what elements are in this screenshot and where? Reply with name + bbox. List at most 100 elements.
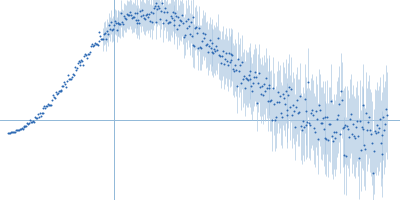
Point xyxy=(336,102,342,105)
Point xyxy=(50,93,56,97)
Point xyxy=(372,130,378,133)
Point xyxy=(340,154,347,157)
Point xyxy=(173,15,180,18)
Point xyxy=(105,32,111,35)
Point xyxy=(326,122,332,125)
Point xyxy=(152,1,159,4)
Point xyxy=(329,135,335,138)
Point xyxy=(244,78,250,81)
Point xyxy=(204,42,210,45)
Point xyxy=(301,97,308,100)
Point xyxy=(282,89,289,93)
Point xyxy=(110,24,117,27)
Point xyxy=(163,18,169,21)
Point xyxy=(127,10,133,13)
Point xyxy=(347,117,353,120)
Point xyxy=(90,43,97,46)
Point xyxy=(354,134,361,137)
Point xyxy=(188,34,195,37)
Point xyxy=(12,130,18,133)
Point xyxy=(7,131,14,134)
Point xyxy=(44,104,50,108)
Point xyxy=(197,46,203,49)
Point xyxy=(85,53,91,56)
Point xyxy=(230,67,236,70)
Point xyxy=(51,96,57,99)
Point xyxy=(297,95,303,98)
Point xyxy=(80,63,86,66)
Point xyxy=(94,42,100,45)
Point xyxy=(176,23,182,27)
Point xyxy=(60,84,66,88)
Point xyxy=(92,42,98,45)
Point xyxy=(255,81,261,84)
Point xyxy=(116,23,123,26)
Point xyxy=(36,112,43,115)
Point xyxy=(226,52,232,55)
Point xyxy=(346,136,352,139)
Point xyxy=(304,121,311,124)
Point xyxy=(207,46,214,50)
Point xyxy=(72,65,78,68)
Point xyxy=(64,79,70,83)
Point xyxy=(238,81,244,85)
Point xyxy=(10,130,16,133)
Point xyxy=(211,47,218,50)
Point xyxy=(379,152,386,156)
Point xyxy=(38,111,45,115)
Point xyxy=(98,38,104,41)
Point xyxy=(368,133,374,136)
Point xyxy=(312,130,318,133)
Point xyxy=(57,89,64,92)
Point xyxy=(94,43,101,46)
Point xyxy=(130,16,137,19)
Point xyxy=(365,120,372,124)
Point xyxy=(336,133,343,136)
Point xyxy=(252,71,258,74)
Point xyxy=(308,111,314,115)
Point xyxy=(88,44,94,47)
Point xyxy=(353,125,359,128)
Point xyxy=(67,78,73,81)
Point xyxy=(334,117,340,121)
Point xyxy=(349,132,355,135)
Point xyxy=(39,111,46,114)
Point xyxy=(271,102,278,105)
Point xyxy=(222,57,228,60)
Point xyxy=(216,53,222,57)
Point xyxy=(248,84,255,87)
Point xyxy=(121,15,127,18)
Point xyxy=(241,74,247,77)
Point xyxy=(213,44,220,47)
Point xyxy=(192,27,198,30)
Point xyxy=(380,115,387,118)
Point xyxy=(244,78,251,81)
Point xyxy=(289,113,296,116)
Point xyxy=(135,19,142,22)
Point xyxy=(47,104,53,107)
Point xyxy=(200,32,206,35)
Point xyxy=(75,60,82,63)
Point xyxy=(377,142,384,145)
Point xyxy=(157,18,164,21)
Point xyxy=(109,28,115,32)
Point xyxy=(305,81,312,84)
Point xyxy=(172,12,179,15)
Point xyxy=(198,46,204,49)
Point xyxy=(321,136,328,139)
Point xyxy=(276,100,282,103)
Point xyxy=(179,14,185,17)
Point xyxy=(154,7,161,10)
Point xyxy=(69,76,75,79)
Point xyxy=(177,18,183,21)
Point xyxy=(284,109,291,112)
Point xyxy=(5,131,12,134)
Point xyxy=(318,122,325,125)
Point xyxy=(79,60,86,63)
Point xyxy=(21,125,28,128)
Point xyxy=(148,21,155,24)
Point xyxy=(70,72,76,76)
Point xyxy=(290,103,296,107)
Point xyxy=(68,77,74,80)
Point xyxy=(358,149,364,152)
